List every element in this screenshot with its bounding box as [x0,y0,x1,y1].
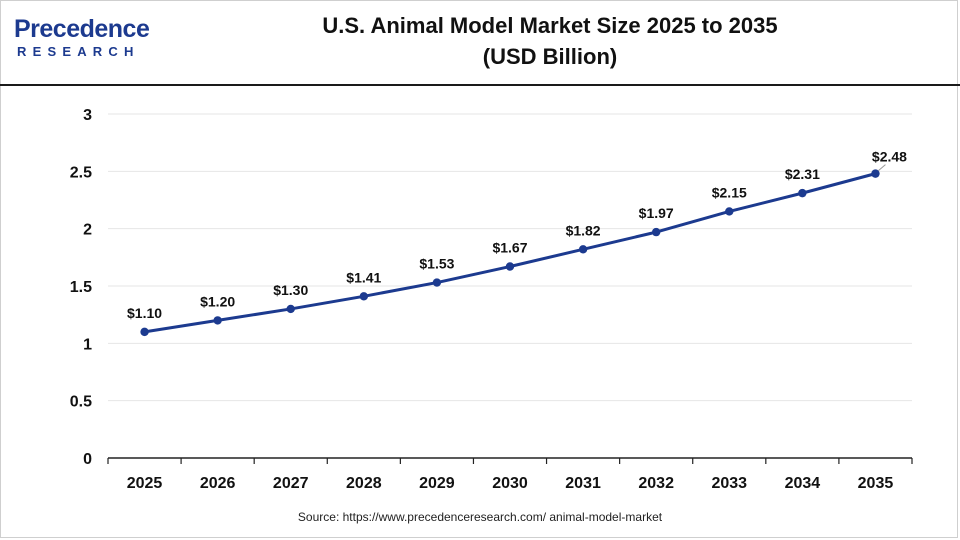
data-point [432,278,442,287]
data-label-leader [878,164,886,172]
data-label: $1.97 [639,205,674,221]
data-point [505,262,515,271]
data-point [651,227,661,237]
data-label: $1.53 [419,256,454,272]
logo-subtitle: RESEARCH [17,44,140,59]
data-point [578,245,588,254]
x-tick-label: 2026 [200,475,236,492]
data-label: $1.20 [200,293,235,309]
x-tick-label: 2029 [419,475,455,492]
x-tick-label: 2027 [273,475,309,492]
data-label: $2.48 [872,149,907,165]
data-label: $1.67 [492,240,527,256]
source-note: Source: https://www.precedenceresearch.c… [297,510,663,524]
data-point [798,188,807,198]
y-tick-label: 0.5 [70,394,92,411]
y-tick-label: 3 [83,107,92,124]
data-label: $1.41 [346,269,381,285]
chart-title: U.S. Animal Model Market Size 2025 to 20… [230,10,870,72]
x-tick-label: 2035 [858,475,894,492]
chart-title-line1: U.S. Animal Model Market Size 2025 to 20… [322,13,778,38]
data-point [725,207,734,216]
y-tick-label: 1.5 [70,279,92,296]
line-chart: 0 0.5 1 1.5 2 2.5 3 2025 2026 2027 2028 2029 2030 203… [70,107,913,492]
data-point [213,316,222,325]
brand-logo: Precedence RESEARCH [14,14,164,64]
data-label: $1.10 [127,305,162,321]
x-tick-label: 2028 [346,475,382,492]
data-label: $1.30 [273,282,308,298]
x-tick-label: 2034 [785,475,821,492]
header: Precedence RESEARCH U.S. Animal Model Ma… [0,0,960,86]
y-tick-label: 1 [83,336,92,353]
data-point [140,327,149,337]
data-label: $2.15 [712,184,747,200]
x-tick-label: 2032 [638,475,674,492]
data-label: $2.31 [785,166,820,182]
header-divider [0,84,960,86]
data-point [359,292,369,301]
data-point [871,169,880,178]
y-tick-label: 2.5 [70,164,92,181]
x-tick-label: 2031 [565,475,601,492]
data-label: $1.82 [566,222,601,238]
x-tick-label: 2025 [127,475,163,492]
data-point [286,304,295,314]
x-tick-label: 2030 [492,475,528,492]
chart-title-line2: (USD Billion) [482,44,618,69]
y-tick-label: 2 [83,222,92,239]
y-tick-label: 0 [83,451,92,468]
logo-wordmark: Precedence [14,15,150,43]
x-tick-label: 2033 [711,475,747,492]
